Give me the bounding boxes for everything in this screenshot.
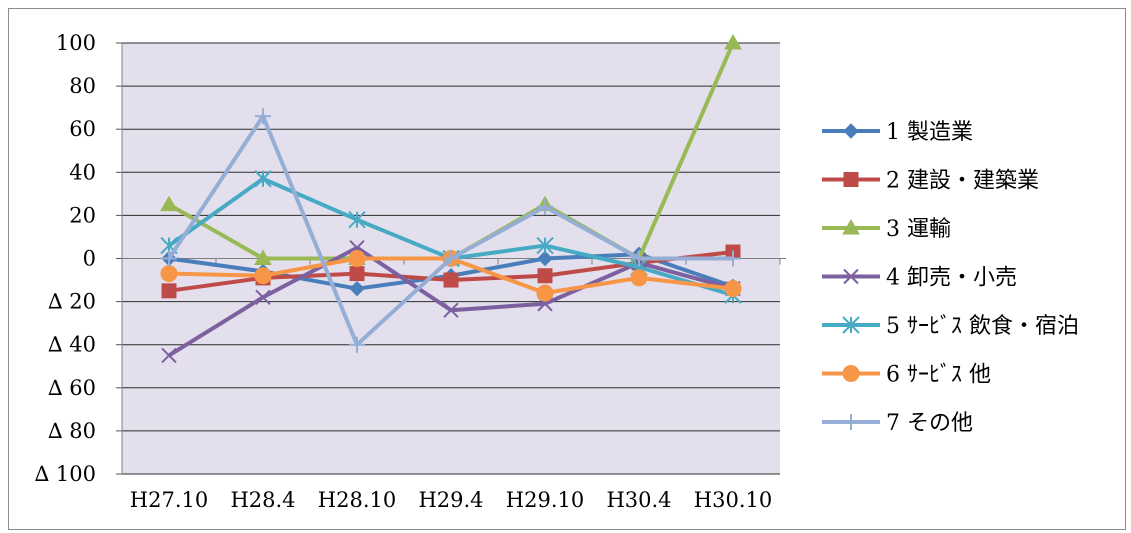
data-point <box>349 266 365 282</box>
x-axis: H27.10 H28.4 H28.10 H29.4 H29.10 H30.4 H30.10 <box>121 258 786 512</box>
data-point <box>536 284 554 302</box>
y-tick-label: 100 <box>56 31 96 55</box>
legend-entry: 7 その他 <box>822 411 973 436</box>
legend-entry: 4 卸売・小売 <box>822 266 1017 291</box>
legend-entry: 1 製造業 <box>822 120 973 145</box>
data-point <box>724 33 742 50</box>
x-tick-label: H29.4 <box>418 488 483 512</box>
legend-entry: 2 建設・建築業 <box>822 169 1039 194</box>
data-point <box>843 268 859 285</box>
y-tick-label: 80 <box>69 74 96 98</box>
legend-entry: 6 ｻｰﾋﾞｽ 他 <box>822 363 991 388</box>
series-7 <box>161 108 741 353</box>
y-tick-label: 0 <box>83 247 96 271</box>
y-tick-label: ∆ 40 <box>48 333 96 357</box>
data-point <box>348 211 366 229</box>
data-point <box>443 272 459 288</box>
data-point <box>537 268 553 284</box>
data-point <box>842 316 860 334</box>
legend: 1 製造業 2 建設・建築業 3 運輸 4 卸売・小売 5 ｻｰﾋﾞｽ 飲食・宿泊 6 ｻ… <box>822 120 1079 436</box>
data-point <box>161 347 177 364</box>
data-point <box>536 236 554 255</box>
data-point <box>630 269 648 287</box>
y-tick-label: 60 <box>69 117 96 141</box>
y-tick-label: ∆ 20 <box>48 290 96 314</box>
x-tick-label: H30.10 <box>694 488 772 512</box>
data-point <box>537 198 553 215</box>
data-point <box>254 170 272 188</box>
data-point <box>443 302 459 318</box>
y-axis: 100 80 60 40 20 0 ∆ 20 ∆ 40 ∆ 60 ∆ 80 ∆ 100 <box>35 31 123 486</box>
y-tick-label: ∆ 80 <box>48 419 96 443</box>
y-tick-label: ∆ 100 <box>35 462 96 486</box>
data-point <box>255 289 271 305</box>
data-point <box>349 280 365 297</box>
data-point <box>255 108 271 125</box>
data-point <box>443 250 459 267</box>
legend-label: 5 ｻｰﾋﾞｽ 飲食・宿泊 <box>886 314 1079 339</box>
data-point <box>842 218 860 235</box>
legend-label: 2 建設・建築業 <box>886 169 1039 194</box>
x-tick-label: H27.10 <box>130 488 208 512</box>
legend-label: 3 運輸 <box>886 217 951 242</box>
y-tick-label: 40 <box>69 160 96 184</box>
data-point <box>842 365 860 382</box>
legend-label: 1 製造業 <box>886 120 973 145</box>
data-point <box>537 250 553 267</box>
y-tick-label: ∆ 60 <box>48 376 96 400</box>
y-tick-label: 20 <box>69 203 96 227</box>
data-point <box>843 172 859 187</box>
x-tick-label: H30.4 <box>606 488 671 512</box>
x-tick-label: H28.4 <box>230 488 295 512</box>
data-point <box>254 249 272 265</box>
data-point <box>160 265 178 283</box>
data-point <box>160 195 178 212</box>
legend-entry: 3 運輸 <box>822 217 951 242</box>
data-point <box>843 414 859 430</box>
legend-entry: 5 ｻｰﾋﾞｽ 飲食・宿泊 <box>822 314 1079 339</box>
data-point <box>631 250 647 267</box>
legend-label: 6 ｻｰﾋﾞｽ 他 <box>886 363 991 388</box>
data-point <box>724 280 742 298</box>
data-point <box>161 283 177 299</box>
data-point <box>349 336 365 353</box>
data-point <box>161 250 177 267</box>
data-point <box>254 267 272 285</box>
series-layer <box>160 33 742 364</box>
data-point <box>348 250 366 267</box>
x-tick-label: H29.10 <box>506 488 584 512</box>
x-tick-label: H28.10 <box>318 488 396 512</box>
data-point <box>843 123 859 139</box>
legend-label: 4 卸売・小売 <box>886 266 1017 291</box>
data-point <box>725 250 741 267</box>
legend-label: 7 その他 <box>886 411 973 436</box>
